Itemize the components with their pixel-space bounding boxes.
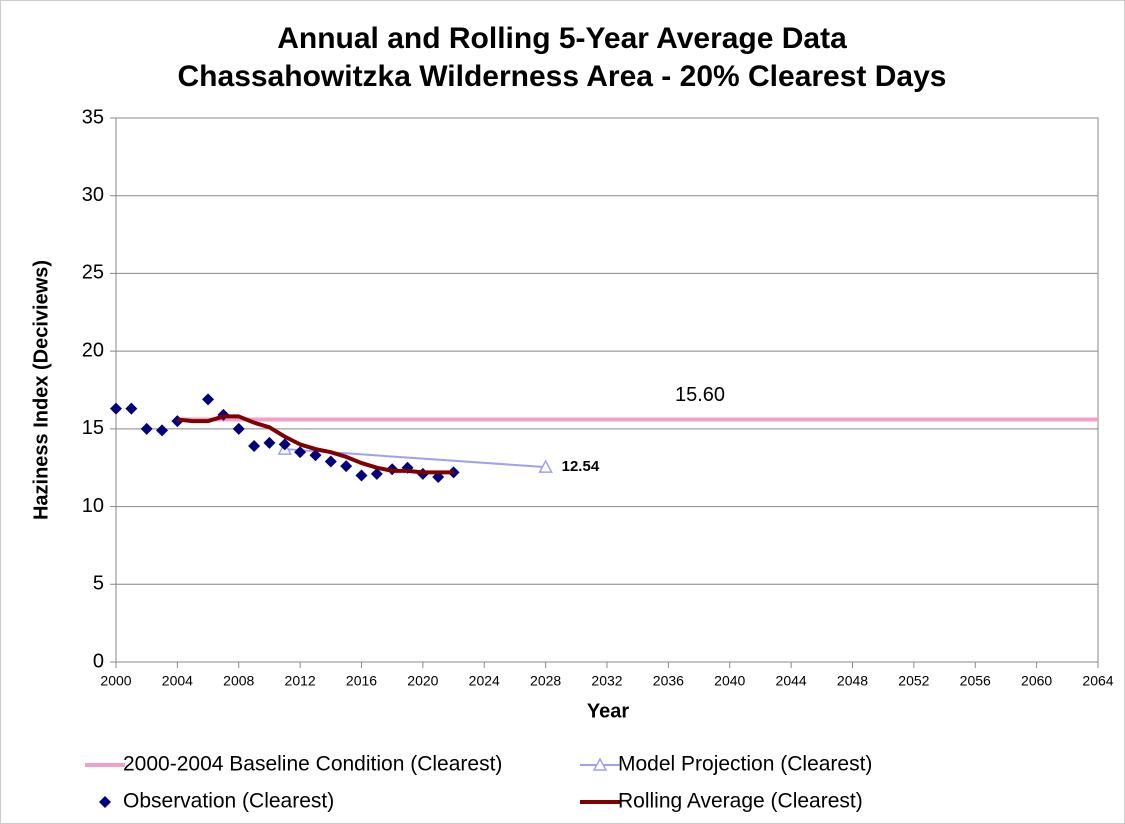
- legend-marker: [592, 757, 608, 771]
- data-point: [125, 402, 138, 415]
- x-tick-label: 2020: [407, 673, 438, 689]
- data-point: [340, 460, 353, 473]
- x-tick-label: 2036: [653, 673, 684, 689]
- data-point: [232, 422, 245, 435]
- y-tick-label: 35: [82, 106, 104, 128]
- plot-border: [115, 117, 1099, 663]
- data-point: [370, 467, 383, 480]
- y-tick-label: 30: [82, 184, 104, 206]
- x-tick-label: 2048: [837, 673, 868, 689]
- data-point: [309, 449, 322, 462]
- x-tick-label: 2024: [469, 673, 500, 689]
- data-point: [248, 439, 261, 452]
- legend-label: Observation (Clearest): [123, 790, 334, 813]
- y-tick-label: 0: [93, 650, 104, 672]
- x-tick-label: 2032: [591, 673, 622, 689]
- data-point: [202, 393, 215, 406]
- value-label: 15.60: [675, 384, 725, 406]
- series-line: [177, 414, 454, 475]
- x-tick-label: 2040: [714, 673, 745, 689]
- x-tick-label: 2056: [960, 673, 991, 689]
- x-tick-label: 2004: [162, 673, 193, 689]
- data-point: [263, 436, 276, 449]
- legend-label: Rolling Average (Clearest): [618, 790, 863, 813]
- data-point: [294, 446, 307, 459]
- data-point: [156, 424, 169, 437]
- x-axis-title: Year: [587, 700, 629, 722]
- data-point: [324, 455, 337, 468]
- x-tick-label: 2052: [898, 673, 929, 689]
- value-label: 12.54: [562, 458, 600, 475]
- y-tick-label: 15: [82, 417, 104, 439]
- data-point: [110, 402, 122, 415]
- y-tick-label: 20: [82, 339, 104, 361]
- x-tick-label: 2008: [223, 673, 254, 689]
- chart-subtitle: Chassahowitzka Wilderness Area - 20% Cle…: [178, 60, 947, 93]
- legend-marker: [99, 796, 111, 808]
- x-tick-label: 2000: [100, 673, 131, 689]
- y-axis-title: Haziness Index (Deciviews): [30, 260, 52, 520]
- data-point: [140, 422, 153, 435]
- y-tick-label: 5: [93, 573, 104, 595]
- x-tick-label: 2016: [346, 673, 377, 689]
- x-tick-label: 2064: [1082, 673, 1113, 689]
- x-tick-label: 2044: [776, 673, 807, 689]
- x-tick-label: 2012: [285, 673, 316, 689]
- x-tick-label: 2028: [530, 673, 561, 689]
- x-tick-label: 2060: [1021, 673, 1052, 689]
- legend-label: Model Projection (Clearest): [618, 753, 872, 776]
- y-tick-label: 10: [82, 495, 104, 517]
- data-point: [278, 438, 291, 451]
- data-point: [538, 459, 553, 473]
- chart-title: Annual and Rolling 5-Year Average Data: [277, 22, 847, 55]
- y-tick-label: 25: [82, 262, 104, 284]
- legend-label: 2000-2004 Baseline Condition (Clearest): [123, 753, 502, 776]
- data-point: [355, 469, 368, 482]
